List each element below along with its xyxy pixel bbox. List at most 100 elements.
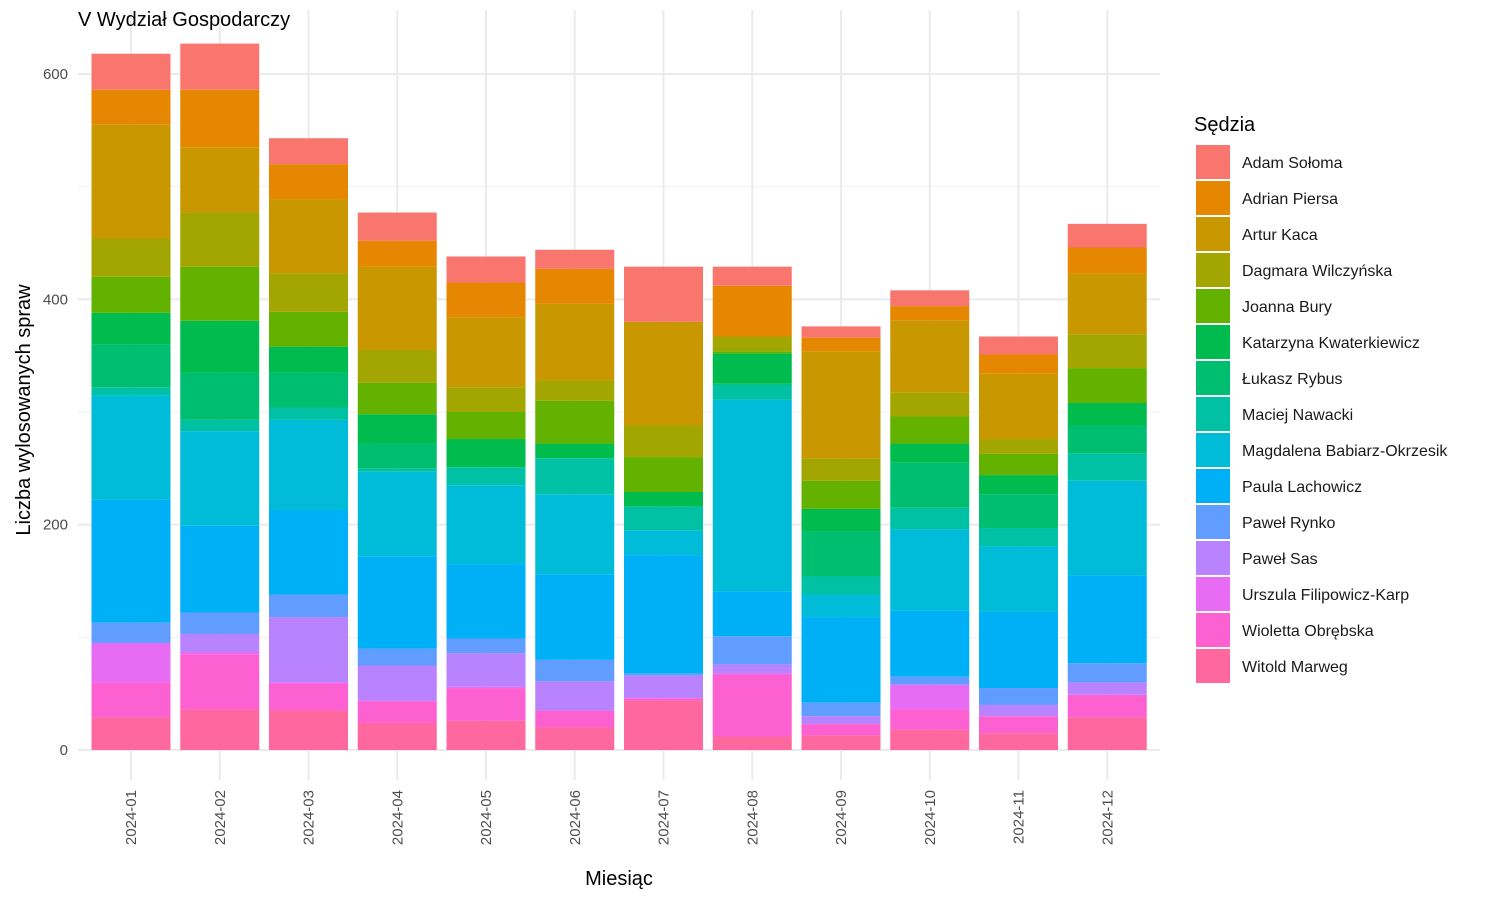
bar-segment: Katarzyna Kwaterkiewicz: 23 [269,346,348,373]
bar-segment: Urszula Filipowicz-Karp: 2 [180,651,260,655]
x-tick-label: 2024-05 [478,790,495,845]
bar-segment: Magdalena Babiarz-Okrzesik: 20 [801,594,881,618]
bar-segment: Łukasz Rybus: 42 [180,372,260,420]
bar-segment: Dagmara Wilczyńska: 29 [357,350,437,383]
x-tick-label: 2024-03 [301,790,318,845]
bar-segment: Adam Sołoma: 21 [1067,223,1147,248]
bar-segment: Paula Lachowicz: 40 [712,591,792,637]
bar-segment: Adam Sołoma: 10 [801,326,881,338]
bar-segment: Wioletta Obrębska: 49 [180,654,260,710]
bar-segment: Adam Sołoma: 23 [446,256,526,283]
bar-segment: Łukasz Rybus: 40 [801,531,881,577]
bar-segment: Katarzyna Kwaterkiewicz: 27 [712,353,792,384]
bar-segment: Dagmara Wilczyńska: 28 [624,425,703,458]
bar-segment: Dagmara Wilczyńska: 13 [712,336,792,352]
bar-segment: Adrian Piersa: 45 [712,285,792,337]
bar-segment: Paula Lachowicz: 105 [624,555,703,674]
bar-segment: Witold Marweg: 20 [535,727,615,750]
bar-segment: Dagmara Wilczyńska: 30 [1067,334,1147,369]
legend-label: Magdalena Babiarz-Okrzesik [1242,443,1448,460]
bar-segment: Adrian Piersa: 23 [1067,247,1147,274]
bar-segment: Paweł Rynko: 18 [91,622,171,643]
bar-segment: Katarzyna Kwaterkiewicz: 26 [357,414,437,444]
bar-segment: Katarzyna Kwaterkiewicz: 17 [890,443,970,463]
bar-segment: Katarzyna Kwaterkiewicz: 20 [801,508,881,532]
bar-segment: Dagmara Wilczyńska: 48 [180,212,260,267]
bar-segment: Dagmara Wilczyńska: 21 [890,392,970,417]
bar-segment: Paweł Sas: 30 [446,653,526,687]
x-axis-title: Miesiąc [585,868,653,890]
bar-segment: Joanna Bury: 48 [180,266,260,321]
bar-segment: Łukasz Rybus: 30 [979,494,1058,529]
bar-segment: Wioletta Obrębska: 29 [446,688,526,721]
bar-segment: Adrian Piersa: 31 [269,164,348,200]
legend-key [1196,217,1230,251]
bar-segment: Paweł Rynko: 15 [979,688,1058,705]
bar-segment: Joanna Bury: 24 [890,416,970,444]
bar-segment: Urszula Filipowicz-Karp: 1 [357,700,437,702]
y-tick-label: 400 [43,291,68,308]
bar-segment: Paweł Sas: 7 [801,716,881,725]
x-tick-label: 2024-10 [922,790,939,845]
bar-segment: Katarzyna Kwaterkiewicz: 46 [180,320,260,373]
bar-segment: Paweł Rynko: 13 [446,638,526,654]
bar-segment: Paweł Sas: 20 [624,675,703,699]
bar-segment: Magdalena Babiarz-Okrzesik: 75 [357,471,437,557]
bar-segment: Adrian Piersa: 31 [91,89,171,125]
bar-segment: Joanna Bury: 2 [712,351,792,354]
legend-label: Katarzyna Kwaterkiewicz [1242,335,1420,352]
bar-segment: Witold Marweg: 29 [1067,717,1147,750]
legend-key [1196,145,1230,179]
legend-label: Adrian Piersa [1242,191,1338,208]
bar-segment: Paweł Rynko: 20 [269,594,348,618]
bar-segment: Maciej Nawacki: 24 [1067,453,1147,481]
bar-segment: Paweł Rynko: 25 [712,636,792,665]
bar-segment: Dagmara Wilczyńska: 13 [979,439,1058,454]
bar-segment: Paweł Rynko: 12 [801,702,881,717]
legend-label: Paweł Rynko [1242,515,1335,532]
bar-segment: Dagmara Wilczyńska: 18 [535,380,615,401]
bar-segment: Maciej Nawacki: 16 [801,576,881,595]
legend-key [1196,361,1230,395]
bar-segment: Paweł Sas: 26 [535,681,615,711]
legend-label: Wioletta Obrębska [1242,623,1374,640]
bar-segment: Artur Kaca: 58 [979,373,1058,440]
bar-segment: Urszula Filipowicz-Karp: 35 [91,642,171,683]
bar-segment: Paula Lachowicz: 59 [890,610,970,677]
bar-segment: Adam Sołoma: 25 [357,212,437,241]
bar-segment: Maciej Nawacki: 21 [624,506,703,531]
bar-segment: Paula Lachowicz: 75 [269,510,348,595]
legend-label: Paweł Sas [1242,551,1318,568]
bar-segment: Katarzyna Kwaterkiewicz: 28 [91,312,171,345]
bar-segment: Joanna Bury: 24 [446,412,526,440]
bar-segment: Paula Lachowicz: 78 [1067,575,1147,664]
bar-segment: Paweł Sas: 11 [1067,682,1147,695]
bar-segment: Magdalena Babiarz-Okrzesik: 80 [269,419,348,511]
bar-segment: Łukasz Rybus: 31 [269,372,348,408]
bar-segment: Artur Kaca: 66 [269,199,348,274]
x-tick-label: 2024-12 [1099,790,1116,845]
bar-segment: Adam Sołoma: 23 [269,138,348,165]
x-tick-label: 2024-02 [212,790,229,845]
bar-segment: Paweł Rynko: 19 [535,659,615,682]
bar-segment: Witold Marweg: 13 [801,735,881,750]
y-tick-label: 600 [43,66,68,83]
bar-segment: Maciej Nawacki: 32 [535,458,615,495]
bar-segment: Maciej Nawacki: 16 [446,467,526,486]
bar-segment: Wioletta Obrębska: 10 [801,724,881,736]
bar-segment: Artur Kaca: 95 [801,351,881,459]
bar-segment: Witold Marweg: 15 [979,733,1058,750]
legend-label: Łukasz Rybus [1242,371,1343,388]
chart-title: V Wydział Gospodarczy [78,9,290,31]
bar-segment: Adam Sołoma: 14 [890,290,970,307]
legend-label: Joanna Bury [1242,299,1332,316]
x-axis-ticks: 2024-01 2024-02 2024-03 2024-04 2024-05 2024-… [123,790,1116,845]
bar-segment: Paweł Sas: 10 [979,704,1058,717]
bar-segment: Adam Sołoma: 49 [624,266,703,322]
bar-segment: Urszula Filipowicz-Karp: 1 [712,673,792,675]
legend-key [1196,505,1230,539]
bar-segment: Artur Kaca: 92 [624,321,703,426]
bar-segment: Paweł Rynko: 15 [357,648,437,666]
legend-key [1196,289,1230,323]
bar-segment: Magdalena Babiarz-Okrzesik: 93 [91,395,171,500]
